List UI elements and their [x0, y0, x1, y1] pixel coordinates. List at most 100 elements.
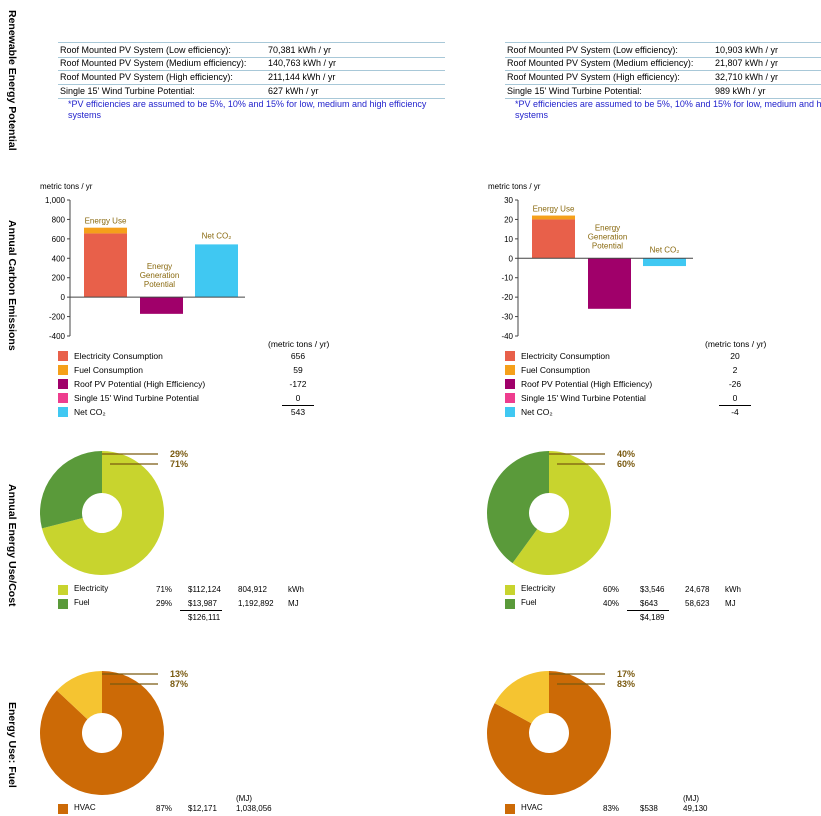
legend-label: Roof PV Potential (High Efficiency)	[74, 379, 206, 389]
energy-table-right: Electricity 60% $3,546 24,678 kWh Fuel 4…	[505, 584, 765, 624]
callout-label: 87%	[170, 679, 188, 689]
bar-segment	[532, 215, 575, 220]
legend-item: Fuel Consumption 59	[58, 364, 328, 377]
pv-note: *PV efficiencies are assumed to be 5%, 1…	[515, 99, 821, 120]
bar-label: Net CO₂	[202, 231, 232, 240]
bar-segment	[588, 258, 631, 309]
bar-label: Generation	[588, 232, 628, 241]
legend-item: Electricity Consumption 20	[505, 350, 775, 363]
y-tick-label: 200	[52, 274, 66, 283]
carbon-table-header: (metric tons / yr)	[268, 339, 330, 349]
donut-slice	[487, 451, 549, 564]
section-title-carbon: Annual Carbon Emissions	[6, 219, 18, 351]
y-tick-label: 800	[52, 215, 66, 224]
y-tick-label: -400	[49, 332, 66, 341]
y-tick-label: 10	[504, 235, 513, 244]
donut-slice	[56, 671, 102, 720]
bar-segment	[84, 227, 127, 234]
bar-label: Generation	[140, 271, 180, 280]
fuel-table-left: (MJ) HVAC 87% $12,171 1,038,056	[58, 794, 318, 814]
pv-row: Roof Mounted PV System (Low efficiency):…	[58, 42, 445, 58]
callout-label: 29%	[170, 449, 188, 459]
donut-slice	[487, 671, 611, 795]
section-title-energy-cost: Annual Energy Use/Cost	[6, 483, 18, 607]
fuel-table-right: (MJ) HVAC 83% $538 49,130	[505, 794, 765, 814]
fuel-unit-header: (MJ)	[683, 794, 699, 803]
bar-label: Energy	[147, 262, 172, 271]
legend-value: -26	[728, 379, 742, 389]
legend-label: Single 15' Wind Turbine Potential	[74, 393, 199, 403]
pv-table-right: Roof Mounted PV System (Low efficiency):…	[0, 0, 821, 130]
legend-value: 656	[290, 351, 306, 361]
legend-value: 20	[730, 351, 740, 361]
donut-slice	[494, 671, 549, 724]
legend-swatch	[58, 365, 68, 375]
y-tick-label: 600	[52, 235, 66, 244]
legend-label: Net CO₂	[521, 407, 553, 417]
carbon-legend-left: (metric tons / yr) Electricity Consumpti…	[58, 338, 330, 423]
y-tick-label: 1,000	[45, 196, 66, 205]
callout-label: 13%	[170, 669, 188, 679]
legend-item: Single 15' Wind Turbine Potential 0	[58, 392, 328, 405]
legend-swatch	[58, 599, 68, 609]
legend-swatch	[505, 804, 515, 814]
pv-row: Roof Mounted PV System (High efficiency)…	[505, 70, 821, 85]
pv-row: Single 15' Wind Turbine Potential: 989 kW…	[505, 84, 821, 99]
callout-label: 60%	[617, 459, 635, 469]
y-tick-label: 400	[52, 254, 66, 263]
carbon-bar-chart-right: metric tons / yr -40 -30 -20 -10 0 10 20 30 Energ…	[488, 182, 693, 341]
fuel-donut-right: 17%83%	[487, 669, 635, 795]
legend-item: Fuel Consumption 2	[505, 364, 775, 377]
carbon-legend-right: (metric tons / yr) Electricity Consumpti…	[505, 338, 775, 423]
pv-row: Roof Mounted PV System (Low efficiency):…	[505, 42, 821, 58]
legend-swatch	[58, 351, 68, 361]
legend-item: Net CO₂ 543	[58, 406, 328, 419]
donut-slice	[40, 671, 164, 795]
pv-row: Roof Mounted PV System (High efficiency)…	[58, 70, 445, 85]
legend-value: 0	[295, 393, 301, 403]
bar-label: Net CO₂	[650, 245, 680, 254]
legend-item: Roof PV Potential (High Efficiency) -26	[505, 378, 775, 391]
bar-label: Energy Use	[85, 217, 127, 226]
legend-label: Electricity Consumption	[74, 351, 163, 361]
callout-label: 17%	[617, 669, 635, 679]
bar-label: Energy Use	[533, 205, 575, 214]
legend-label: Single 15' Wind Turbine Potential	[521, 393, 646, 403]
energy-donut-left: 29%71%	[40, 449, 188, 575]
legend-swatch	[505, 393, 515, 403]
legend-value: -4	[731, 407, 739, 417]
fuel-unit-header: (MJ)	[236, 794, 252, 803]
y-tick-label: -30	[501, 313, 513, 322]
pv-row: Single 15' Wind Turbine Potential: 627 kW…	[58, 84, 445, 99]
bar-segment	[532, 219, 575, 259]
y-tick-label: -40	[501, 332, 513, 341]
donut-slice	[40, 451, 102, 529]
legend-label: Fuel Consumption	[74, 365, 143, 375]
y-tick-label: -10	[501, 274, 513, 283]
pv-note: *PV efficiencies are assumed to be 5%, 1…	[68, 99, 427, 120]
legend-item: Net CO₂ -4	[505, 406, 775, 419]
callout-label: 40%	[617, 449, 635, 459]
bar-label: Energy	[595, 223, 620, 232]
energy-total: $4,189	[640, 613, 665, 622]
y-axis-label: metric tons / yr	[488, 182, 541, 191]
legend-swatch	[58, 379, 68, 389]
bar-label: Potential	[144, 280, 175, 289]
section-title-fuel: Energy Use: Fuel	[6, 702, 18, 788]
y-tick-label: 30	[504, 196, 513, 205]
legend-item: Electricity Consumption 656	[58, 350, 328, 363]
pv-row: Roof Mounted PV System (Medium efficienc…	[505, 56, 821, 71]
fuel-donut-left: 13%87%	[40, 669, 188, 795]
donut-slice	[512, 451, 611, 575]
legend-swatch	[505, 599, 515, 609]
legend-value: -172	[289, 379, 307, 389]
bar-segment	[140, 297, 183, 314]
legend-item: Single 15' Wind Turbine Potential 0	[505, 392, 775, 405]
section-title-renewable: Renewable Energy Potential	[6, 9, 18, 151]
y-axis-label: metric tons / yr	[40, 182, 93, 191]
callout-label: 71%	[170, 459, 188, 469]
bar-label: Potential	[592, 241, 623, 250]
legend-swatch	[505, 407, 515, 417]
legend-swatch	[505, 585, 515, 595]
legend-swatch	[58, 407, 68, 417]
